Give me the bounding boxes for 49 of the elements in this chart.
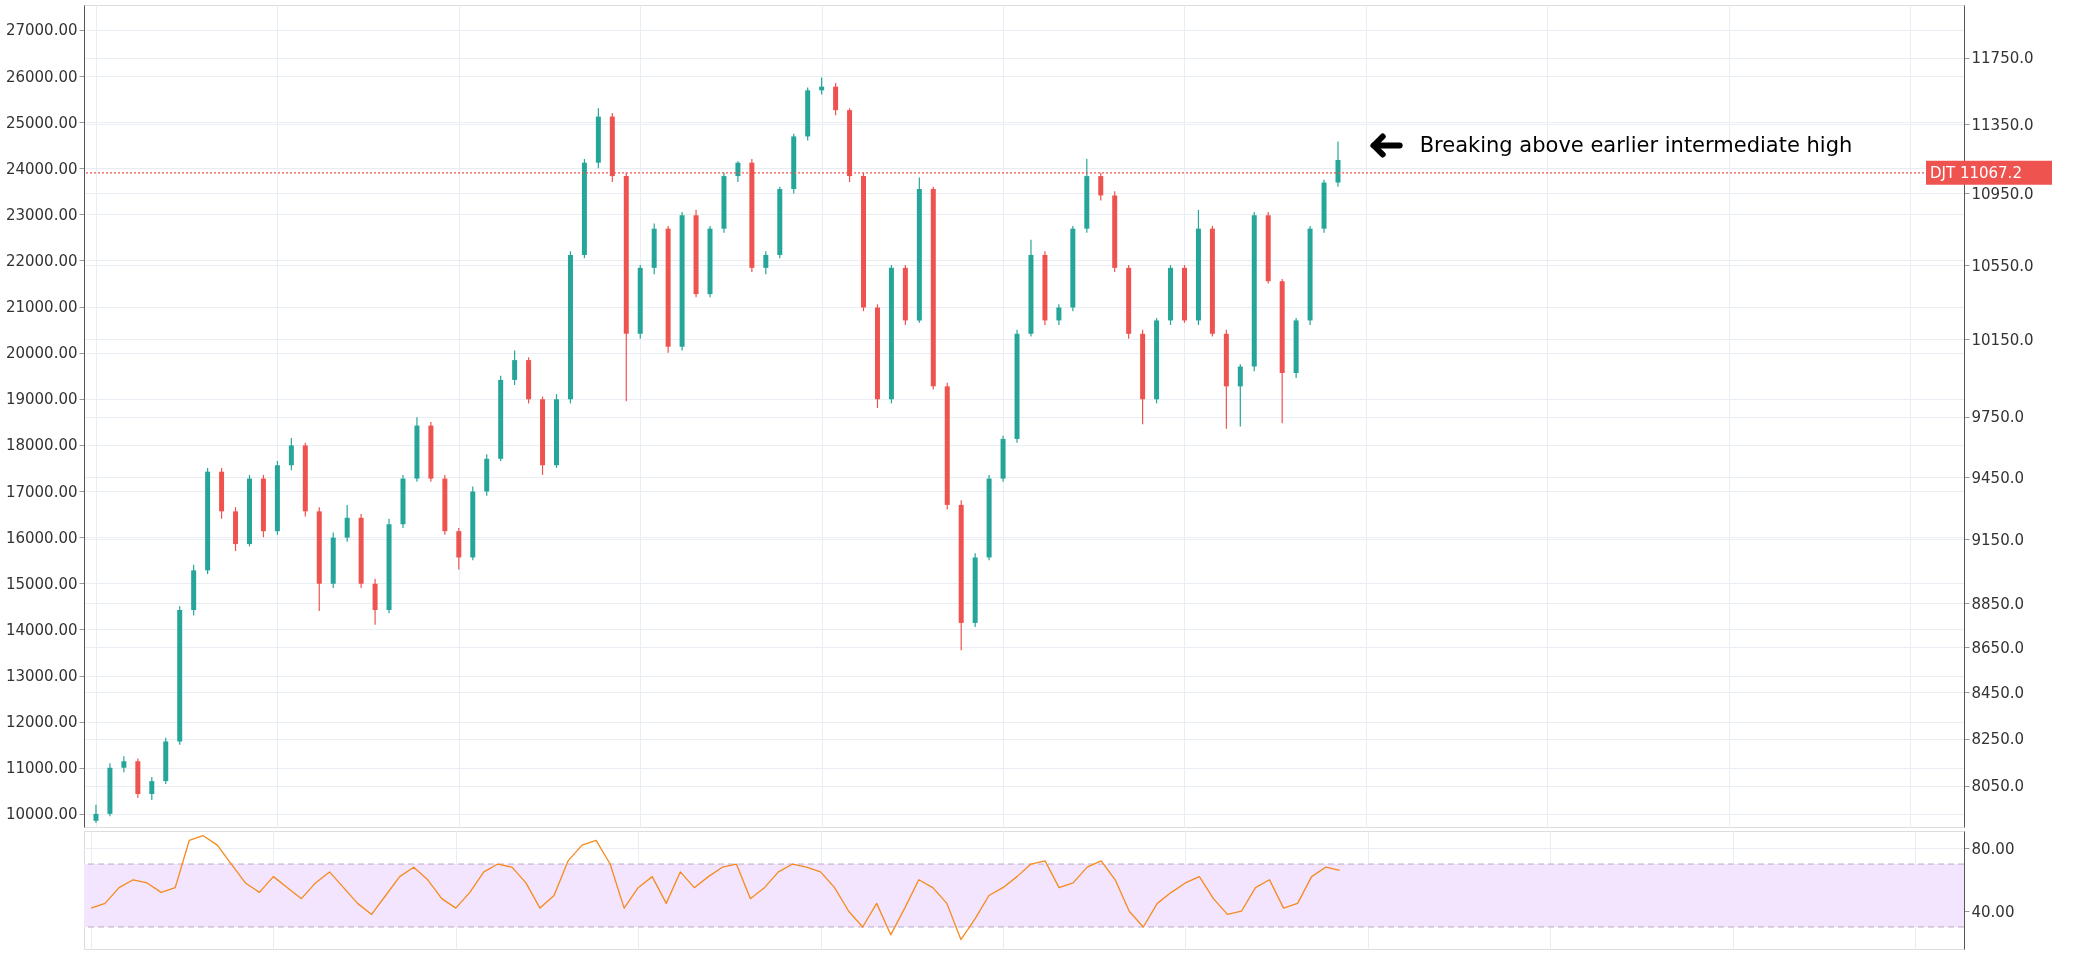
candlestick (763, 250, 769, 275)
y2-tick-label: 8450.0 (1971, 684, 2024, 702)
y-tick-label: 27000.00 (5, 21, 78, 40)
y2-tick-label: 10550.0 (1971, 256, 2034, 275)
y-tick-label: 21000.00 (5, 298, 78, 317)
y-tick-label: 26000.00 (5, 67, 78, 86)
candlestick (833, 82, 839, 116)
line-series (90, 835, 1341, 941)
candlestick (149, 776, 155, 801)
y-tick-label: 80.00 (1971, 839, 2015, 858)
y2-tick-label: 10950.0 (1971, 184, 2034, 203)
candlestick (1335, 140, 1341, 188)
y-tick-label: 16000.00 (5, 528, 78, 547)
y-tick-label: 19000.00 (5, 390, 78, 409)
y-tick-label: 20000.00 (5, 344, 78, 363)
y2-tick-label: 8050.0 (1971, 777, 2024, 796)
y-tick-label: 40.00 (1971, 902, 2015, 921)
y-tick-label: 25000.00 (5, 113, 78, 132)
candlestick (344, 504, 350, 543)
y2-tick-label: 8650.0 (1971, 638, 2024, 657)
y-tick-label: 15000.00 (5, 574, 78, 593)
candlestick (735, 160, 741, 183)
y2-tick-label: 9750.0 (1971, 408, 2024, 427)
y2-tick-label: 9150.0 (1971, 530, 2024, 549)
y-tick-label: 23000.00 (5, 205, 78, 224)
y2-tick-label: 8250.0 (1971, 730, 2024, 749)
y-tick-label: 11000.00 (5, 759, 78, 778)
candlestick (512, 349, 518, 386)
candlestick (288, 437, 294, 471)
annotation: Breaking above earlier intermediate high (1419, 132, 1853, 157)
ref-line-label: DJT 11067.2 (1930, 163, 2022, 182)
y-tick-label: 17000.00 (5, 482, 78, 501)
candlestick (1098, 172, 1104, 202)
y-tick-label: 22000.00 (5, 251, 78, 270)
y2-tick-label: 11750.0 (1971, 49, 2034, 68)
y2-tick-label: 8850.0 (1971, 594, 2024, 613)
y2-tick-label: 9450.0 (1971, 468, 2024, 487)
y-tick-label: 12000.00 (5, 713, 78, 732)
y2-tick-label: 11350.0 (1971, 115, 2034, 134)
y-tick-label: 13000.00 (5, 667, 78, 686)
candlestick (1056, 303, 1062, 326)
y2-tick-label: 10150.0 (1971, 330, 2034, 349)
y-tick-label: 24000.00 (5, 159, 78, 178)
y-tick-label: 14000.00 (5, 620, 78, 639)
y-tick-label: 10000.00 (5, 805, 78, 824)
candlestick (121, 755, 127, 773)
y-tick-label: 18000.00 (5, 436, 78, 455)
candlestick (93, 804, 99, 824)
candlestick (1237, 363, 1243, 428)
